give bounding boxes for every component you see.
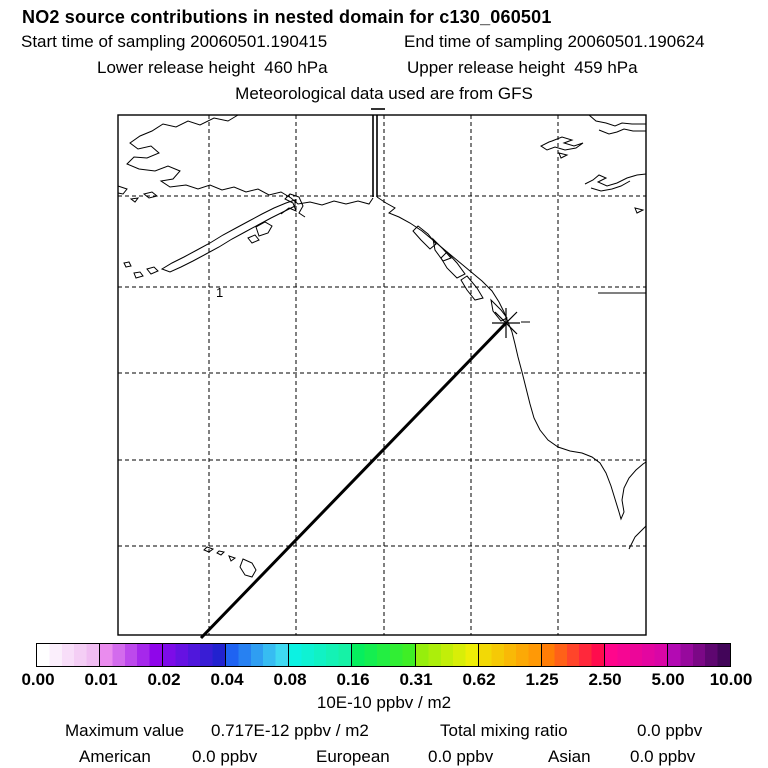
colorbar-segment [225, 644, 289, 666]
release-star-marker [494, 311, 518, 335]
coastline-path [126, 114, 374, 206]
total-mixing-ratio-value: 0.0 ppbv [637, 721, 703, 740]
colorbar-segment [603, 644, 667, 666]
source-asian-value: 0.0 ppbv [630, 747, 696, 766]
colorbar-tick-label: 0.01 [84, 670, 118, 689]
colorbar-segment [162, 644, 226, 666]
coastline-path [216, 550, 226, 556]
coastline-path [440, 251, 466, 279]
coastline-path [117, 185, 128, 195]
grid-contour-label: 1 [216, 285, 224, 300]
end-time-label: End time of sampling 20060501.190624 [404, 32, 705, 51]
coastline-path [432, 237, 452, 262]
coastline-path [376, 196, 647, 521]
source-european-label: European [316, 747, 390, 766]
colorbar-tick-label: 10.00 [709, 670, 753, 689]
coastline-path [123, 261, 132, 268]
coastline-path [590, 180, 631, 192]
coastline-path [584, 173, 647, 187]
source-asian-label: Asian [548, 747, 591, 766]
source-american-value: 0.0 ppbv [192, 747, 258, 766]
maximum-value-label: Maximum value [65, 721, 185, 740]
maximum-value: 0.717E-12 ppbv / m2 [211, 721, 369, 740]
colorbar-segment [540, 644, 604, 666]
coastline-path [280, 193, 306, 218]
coastline-path [598, 128, 646, 135]
total-mixing-ratio-label: Total mixing ratio [440, 721, 568, 740]
coastline-path [588, 114, 646, 127]
colorbar-tick-label: 0.62 [462, 670, 496, 689]
coastline-path [255, 221, 273, 237]
start-time-label: Start time of sampling 20060501.190415 [21, 32, 328, 51]
colorbar-tick-label: 0.31 [399, 670, 433, 689]
colorbar-segment [37, 644, 100, 666]
colorbar-tick-label: 0.02 [147, 670, 181, 689]
colorbar-tick-label: 1.25 [525, 670, 559, 689]
coastline-path [634, 207, 645, 214]
coastline-path [129, 197, 140, 203]
colorbar-segment [477, 644, 541, 666]
coastline-path [412, 225, 437, 250]
colorbar-segment [288, 644, 352, 666]
colorbar-tick-label: 0.16 [336, 670, 370, 689]
coastline-path [228, 555, 237, 562]
coastline-path [203, 546, 215, 553]
coastline-path [490, 298, 508, 322]
colorbar-tick-label: 5.00 [651, 670, 685, 689]
colorbar-segment [666, 644, 731, 666]
colorbar-tick-label: 0.04 [210, 670, 244, 689]
source-american-label: American [79, 747, 151, 766]
met-source-label: Meteorological data used are from GFS [235, 84, 533, 103]
lower-release-label: Lower release height 460 hPa [97, 58, 328, 77]
source-european-value: 0.0 ppbv [428, 747, 494, 766]
trajectory-line [199, 321, 508, 640]
colorbar-tick-label: 0.08 [273, 670, 307, 689]
coastline-path [239, 558, 257, 578]
coastline-path [558, 152, 569, 159]
coastline-path [628, 525, 647, 550]
coastline-path [160, 199, 296, 273]
upper-release-label: Upper release height 459 hPa [407, 58, 638, 77]
coastline-path [133, 271, 144, 279]
coastline-path [146, 266, 159, 275]
colorbar-tick-label: 0.00 [21, 670, 55, 689]
colorbar-tick-label: 2.50 [588, 670, 622, 689]
colorbar-segment [414, 644, 478, 666]
coastline-path [540, 136, 584, 151]
figure-title: NO2 source contributions in nested domai… [22, 7, 552, 27]
colorbar-segment [99, 644, 163, 666]
coastline-path [460, 275, 484, 301]
coastline-path [247, 234, 260, 244]
colorbar [36, 643, 731, 667]
colorbar-unit-label: 10E-10 ppbv / m2 [316, 693, 452, 712]
colorbar-segment [351, 644, 415, 666]
coastline-path [142, 191, 159, 199]
map-frame [117, 114, 647, 636]
